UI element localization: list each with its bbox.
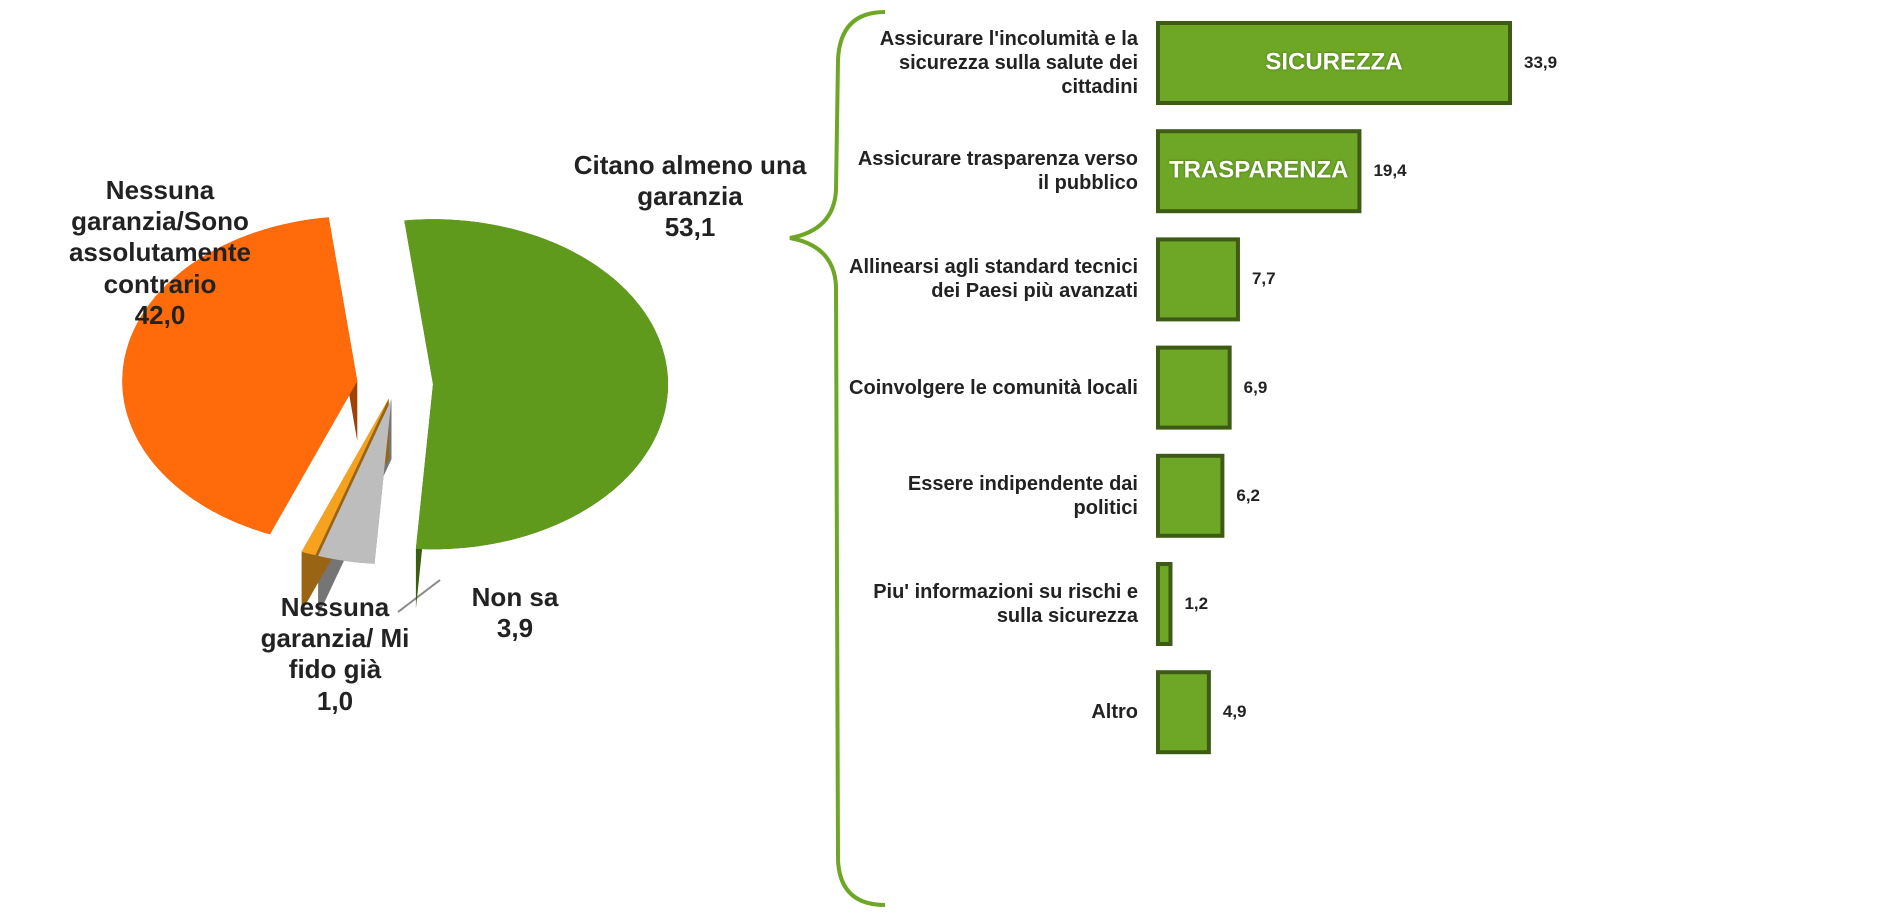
bar-category-label: Assicurare trasparenza verso il pubblico [857, 148, 1138, 195]
pie-value-label: 3,9 [496, 613, 534, 644]
pie-category-label: Citano almeno una garanzia [573, 150, 807, 212]
pie-label: Nessuna garanzia/ Mi fido già 1,0 [235, 592, 435, 717]
pie-label: Non sa 3,9 [450, 582, 580, 644]
bar-category-label: Assicurare l'incolumità e la sicurezza s… [879, 28, 1138, 98]
bar-category-label: Coinvolgere le comunità locali [849, 376, 1138, 399]
bar-inner-label: SICUREZZA [1265, 48, 1403, 76]
bar-value-label: 19,4 [1373, 160, 1407, 180]
bar-value-label: 1,2 [1184, 593, 1209, 613]
pie-slice [301, 398, 389, 556]
bar-category-label: Allinearsi agli standard tecnici dei Pae… [849, 256, 1138, 303]
pie-label: Nessuna garanzia/Sono assolutamente cont… [15, 175, 305, 331]
bar-inner-label: TRASPARENZA [1168, 156, 1349, 184]
bar [1156, 345, 1232, 430]
bar [1156, 670, 1211, 755]
bar [1156, 453, 1225, 538]
pie-slice [318, 399, 392, 564]
pie-label: Citano almeno una garanzia 53,1 [570, 150, 810, 244]
bar [1156, 237, 1240, 322]
bar [1156, 21, 1512, 105]
bar-category-label: Altro [1091, 701, 1138, 724]
leader-line [397, 579, 441, 613]
bar-category-label: Essere indipendente dai politici [907, 472, 1138, 519]
bar-value-label: 33,9 [1524, 52, 1558, 72]
pie-slice [122, 217, 358, 535]
pie-category-label: Nessuna garanzia/Sono assolutamente cont… [68, 175, 252, 299]
bar-value-label: 6,2 [1236, 485, 1261, 505]
pie-value-label: 53,1 [664, 212, 716, 243]
pie-category-label: Non sa [471, 582, 559, 612]
pie-slice [404, 219, 668, 550]
bar-value-label: 7,7 [1251, 269, 1276, 289]
pie-value-label: 1,0 [316, 685, 354, 716]
bar-category-label: Piu' informazioni su rischi e sulla sicu… [873, 581, 1138, 627]
pie-value-label: 42,0 [134, 299, 186, 330]
bar [1156, 562, 1173, 646]
brace [789, 10, 886, 907]
pie-category-label: Nessuna garanzia/ Mi fido già [260, 592, 410, 685]
bar-value-label: 4,9 [1222, 701, 1247, 721]
bar-value-label: 6,9 [1243, 377, 1268, 397]
bar [1156, 129, 1362, 214]
